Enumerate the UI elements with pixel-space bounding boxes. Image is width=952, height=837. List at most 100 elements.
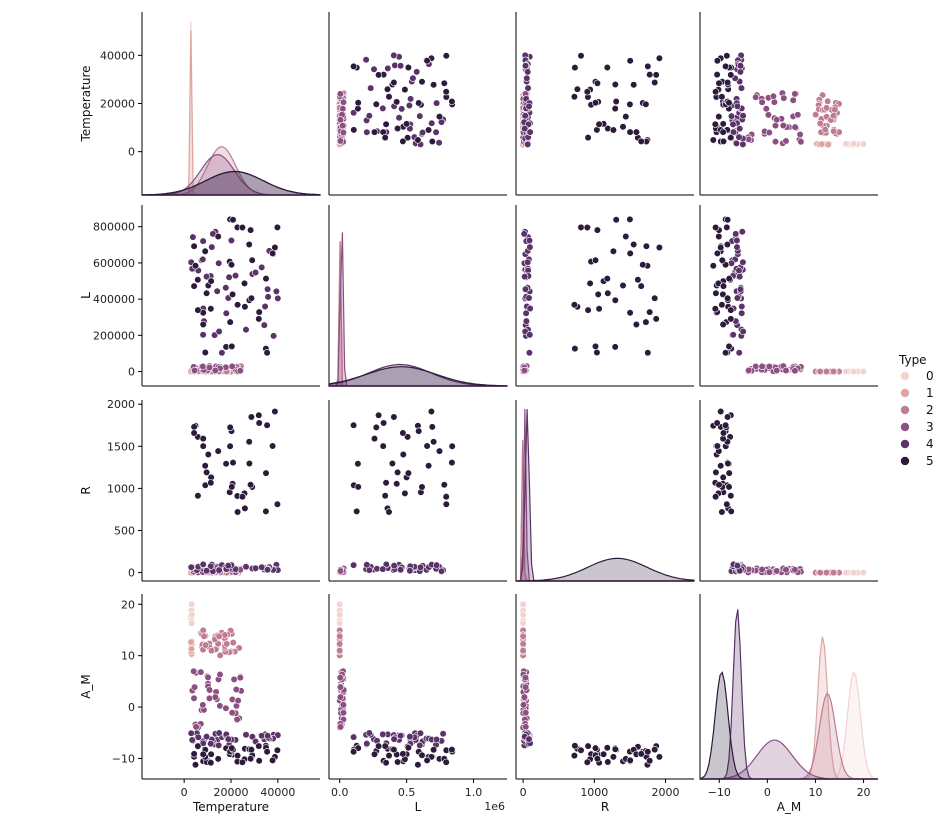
scatter-point-type-5 xyxy=(372,100,380,108)
scatter-point-type-4 xyxy=(526,128,534,136)
scatter-point-type-4 xyxy=(439,730,447,738)
scatter-point-type-5 xyxy=(203,289,211,297)
scatter-point-type-5 xyxy=(350,421,358,429)
scatter-point-type-5 xyxy=(719,290,727,299)
scatter-point-type-4 xyxy=(406,567,414,575)
scatter-point-type-4 xyxy=(521,285,530,293)
scatter-point-type-5 xyxy=(228,342,236,351)
scatter-point-type-5 xyxy=(370,750,379,758)
scatter-point-type-4 xyxy=(242,731,250,739)
scatter-point-type-4 xyxy=(390,51,398,60)
scatter-point-type-5 xyxy=(241,303,249,311)
scatter-point-type-4 xyxy=(526,304,534,313)
scatter-point-type-3 xyxy=(779,121,787,130)
scatter-point-type-5 xyxy=(222,460,230,468)
scatter-point-type-5 xyxy=(442,500,450,508)
legend-label-type-5: 5 xyxy=(926,454,934,468)
scatter-point-type-5 xyxy=(247,481,255,489)
scatter-point-type-3 xyxy=(758,362,766,371)
scatter-point-type-3 xyxy=(192,723,200,731)
scatter-point-type-5 xyxy=(630,240,638,249)
scatter-point-type-3 xyxy=(791,90,799,98)
kde-curve-type-4 xyxy=(516,409,694,582)
x-tick-label: 1.0 xyxy=(465,786,483,799)
scatter-point-type-5 xyxy=(593,755,602,763)
legend-label-type-4: 4 xyxy=(926,437,934,451)
y-axis-label: A_M xyxy=(79,674,93,699)
scatter-point-type-3 xyxy=(211,366,219,375)
scatter-point-type-5 xyxy=(247,294,255,302)
scatter-point-type-3 xyxy=(773,567,781,575)
scatter-point-type-5 xyxy=(652,315,660,323)
scatter-point-type-5 xyxy=(711,305,719,313)
scatter-point-type-5 xyxy=(414,761,422,769)
scatter-point-type-4 xyxy=(379,104,387,112)
panel-Temperature-vs-L xyxy=(328,12,507,196)
scatter-point-type-5 xyxy=(603,63,611,72)
scatter-point-type-4 xyxy=(188,736,196,744)
scatter-point-type-5 xyxy=(201,348,209,357)
scatter-point-type-4 xyxy=(397,62,405,70)
scatter-point-type-4 xyxy=(733,243,741,251)
y-tick-label: 2000 xyxy=(107,398,135,411)
scatter-point-type-3 xyxy=(222,363,230,371)
scatter-point-type-5 xyxy=(727,306,735,314)
scatter-point-type-5 xyxy=(404,744,413,752)
scatter-point-type-3 xyxy=(339,709,348,717)
scatter-point-type-5 xyxy=(632,128,641,136)
scatter-point-type-4 xyxy=(521,62,530,70)
scatter-point-type-5 xyxy=(637,750,645,758)
scatter-point-type-5 xyxy=(584,306,592,314)
y-tick-label: 0 xyxy=(128,701,135,714)
scatter-point-type-5 xyxy=(719,473,727,482)
scatter-point-type-5 xyxy=(381,742,389,750)
scatter-point-type-4 xyxy=(370,65,378,73)
kde-curve-type-3 xyxy=(329,232,507,387)
scatter-point-type-5 xyxy=(385,751,393,760)
scatter-point-type-4 xyxy=(398,105,406,113)
scatter-point-type-5 xyxy=(354,99,362,107)
scatter-point-type-3 xyxy=(336,137,345,145)
scatter-point-type-5 xyxy=(385,93,393,101)
scatter-point-type-2 xyxy=(824,97,832,105)
scatter-point-type-3 xyxy=(336,683,345,691)
x-tick-label: 20 xyxy=(857,786,871,799)
scatter-point-type-0 xyxy=(850,568,858,577)
scatter-point-type-3 xyxy=(205,363,214,372)
scatter-point-type-5 xyxy=(401,489,409,498)
scatter-point-type-5 xyxy=(644,349,652,357)
scatter-point-type-5 xyxy=(448,745,456,754)
scatter-point-type-5 xyxy=(642,318,650,326)
scatter-point-type-4 xyxy=(727,112,736,120)
scatter-point-type-5 xyxy=(719,128,727,136)
panel-R-vs-L xyxy=(328,400,507,582)
scatter-point-type-1 xyxy=(824,141,832,149)
scatter-point-type-5 xyxy=(593,348,601,357)
scatter-point-type-3 xyxy=(228,362,236,371)
scatter-point-type-4 xyxy=(264,285,272,293)
scatter-point-type-5 xyxy=(375,742,383,750)
scatter-point-type-3 xyxy=(782,137,790,145)
scatter-point-type-4 xyxy=(270,332,278,340)
scatter-point-type-5 xyxy=(644,62,652,71)
y-tick-label: 10 xyxy=(121,650,135,663)
scatter-point-type-4 xyxy=(264,293,272,301)
scatter-point-type-3 xyxy=(765,362,773,371)
scatter-point-type-5 xyxy=(269,249,277,257)
scatter-point-type-5 xyxy=(191,761,200,769)
scatter-point-type-5 xyxy=(354,460,362,468)
scatter-point-type-5 xyxy=(724,459,732,468)
y-tick-label: 0 xyxy=(128,567,135,580)
scatter-point-type-3 xyxy=(211,693,219,701)
scatter-point-type-3 xyxy=(336,116,345,124)
scatter-point-type-4 xyxy=(227,236,235,245)
kde-curve-type-5 xyxy=(699,671,878,780)
scatter-point-type-5 xyxy=(652,71,660,79)
scatter-point-type-5 xyxy=(394,124,402,133)
panel-Temperature-vs-R xyxy=(515,12,694,196)
scatter-point-type-4 xyxy=(199,237,207,245)
scatter-point-type-0 xyxy=(859,367,868,376)
scatter-point-type-5 xyxy=(626,100,634,108)
scatter-point-type-5 xyxy=(385,508,393,516)
scatter-point-type-5 xyxy=(381,492,389,500)
